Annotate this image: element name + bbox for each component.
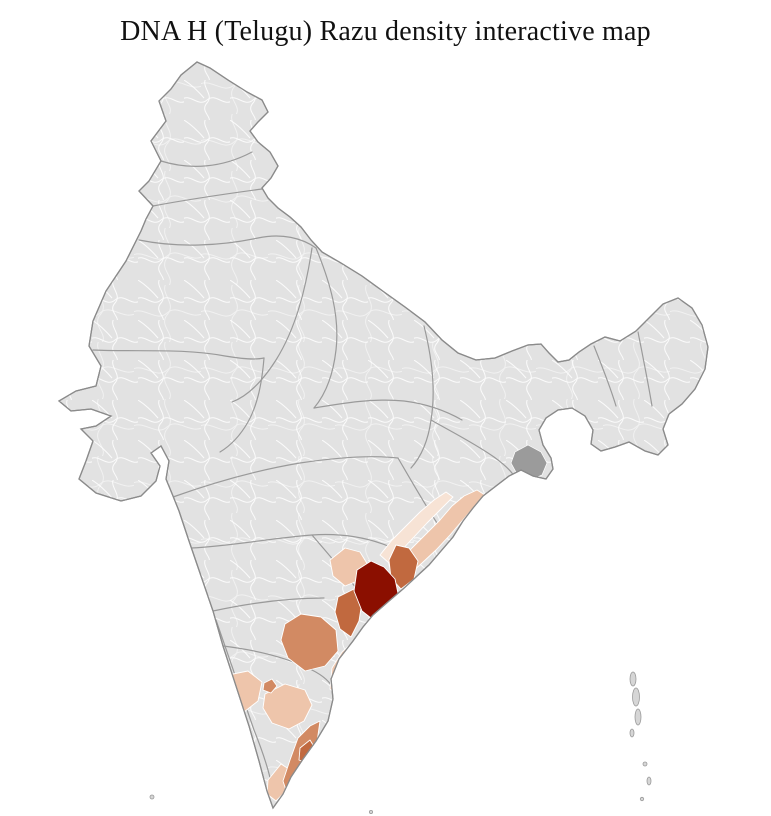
state-boundary-line <box>397 457 438 524</box>
island-shape[interactable] <box>639 796 645 802</box>
island-shape[interactable] <box>634 708 642 726</box>
state-boundary-line <box>430 419 515 477</box>
island-shape[interactable] <box>646 776 652 786</box>
island-shape[interactable] <box>629 671 637 687</box>
state-boundary-line <box>172 456 399 498</box>
island-shape[interactable] <box>149 794 155 800</box>
state-boundary-line <box>231 247 313 403</box>
state-boundary-line <box>593 345 617 407</box>
map-title: DNA H (Telugu) Razu density interactive … <box>120 16 651 47</box>
district-density-medium[interactable] <box>280 613 339 672</box>
state-boundary-line <box>219 357 265 453</box>
state-boundary-line <box>313 399 463 421</box>
island-shape[interactable] <box>368 810 373 815</box>
district-density-low[interactable] <box>262 683 313 730</box>
state-boundary-line <box>313 247 338 409</box>
district-density-medium[interactable] <box>262 678 278 694</box>
district-mesh-secondary <box>59 62 708 808</box>
state-boundary-line <box>138 235 317 249</box>
state-boundary-line <box>212 597 325 612</box>
state-boundary-line <box>215 619 272 783</box>
island-groups <box>149 671 652 815</box>
island-shape[interactable] <box>632 687 640 707</box>
island-shape[interactable] <box>629 728 635 738</box>
india-outline <box>57 61 709 810</box>
island-shape[interactable] <box>642 761 648 767</box>
state-boundary-line <box>92 349 265 360</box>
state-boundary-line <box>152 188 263 207</box>
state-boundary-line <box>222 645 335 691</box>
state-boundaries <box>92 151 653 783</box>
density-districts <box>211 489 486 802</box>
state-boundary-line <box>160 151 253 167</box>
state-boundary-line <box>190 533 389 549</box>
state-boundary-line <box>637 331 653 407</box>
